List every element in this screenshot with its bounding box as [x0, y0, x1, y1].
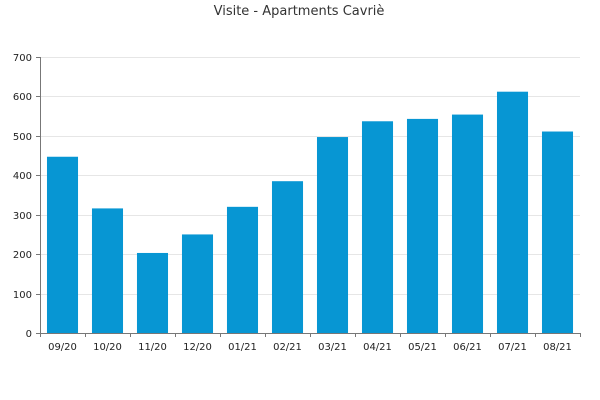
bar-06-21[interactable] [451, 114, 484, 333]
x-tick-label: 05/21 [408, 342, 437, 353]
y-tick-label: 100 [13, 290, 32, 301]
x-tick-label: 04/21 [363, 342, 392, 353]
x-tick-label: 11/20 [138, 342, 167, 353]
x-tick-label: 07/21 [498, 342, 527, 353]
x-tick-label: 01/21 [228, 342, 257, 353]
x-tick-label: 08/21 [543, 342, 572, 353]
y-tick-label: 500 [13, 132, 32, 143]
x-tick-label: 03/21 [318, 342, 347, 353]
grid-lines [40, 57, 580, 295]
y-tick-label: 700 [13, 53, 32, 64]
y-tick-label: 300 [13, 211, 32, 222]
bar-03-21[interactable] [316, 137, 349, 333]
bars [46, 91, 574, 334]
bar-02-21[interactable] [271, 181, 304, 333]
x-tick-label: 10/20 [93, 342, 122, 353]
chart-title: Visite - Apartments Cavriè [214, 4, 385, 19]
x-tick-label: 12/20 [183, 342, 212, 353]
x-tick-label: 06/21 [453, 342, 482, 353]
bar-11-20[interactable] [136, 252, 169, 333]
y-tick-label: 200 [13, 250, 32, 261]
y-tick-label: 600 [13, 92, 32, 103]
bar-07-21[interactable] [496, 91, 529, 333]
y-tick-label: 0 [26, 329, 32, 340]
bar-08-21[interactable] [541, 131, 574, 333]
bar-04-21[interactable] [361, 121, 394, 334]
y-axis-ticks: 0 100 200 300 400 500 600 700 [13, 53, 40, 340]
bar-10-20[interactable] [91, 208, 124, 333]
x-axis-ticks: 09/20 10/20 11/20 12/20 01/21 02/21 03/21 04/21… [40, 333, 581, 353]
y-tick-label: 400 [13, 171, 32, 182]
bar-09-20[interactable] [46, 156, 79, 333]
bar-12-20[interactable] [181, 234, 214, 333]
x-tick-label: 02/21 [273, 342, 302, 353]
x-tick-label: 09/20 [48, 342, 77, 353]
bar-01-21[interactable] [226, 206, 259, 333]
bar-05-21[interactable] [406, 118, 439, 334]
